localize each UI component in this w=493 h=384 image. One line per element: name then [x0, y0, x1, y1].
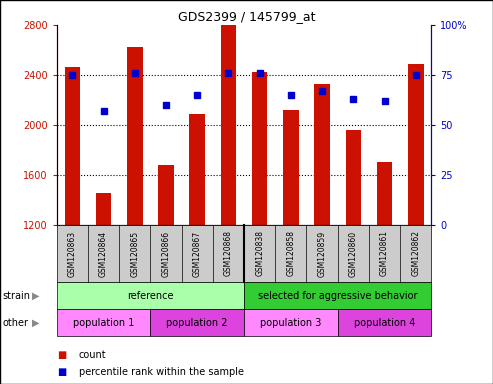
- Bar: [283, 110, 299, 225]
- Text: strain: strain: [2, 291, 31, 301]
- Text: selected for aggressive behavior: selected for aggressive behavior: [258, 291, 418, 301]
- Text: GSM120865: GSM120865: [130, 230, 139, 276]
- Text: GSM120864: GSM120864: [99, 230, 108, 276]
- Text: GSM120838: GSM120838: [255, 230, 264, 276]
- Text: GSM120868: GSM120868: [224, 230, 233, 276]
- Text: reference: reference: [127, 291, 174, 301]
- Text: population 3: population 3: [260, 318, 321, 328]
- Text: population 4: population 4: [354, 318, 415, 328]
- Bar: [377, 162, 392, 225]
- Text: population 2: population 2: [167, 318, 228, 328]
- Bar: [189, 114, 205, 225]
- Text: GSM120861: GSM120861: [380, 230, 389, 276]
- Text: ▶: ▶: [32, 291, 39, 301]
- Text: population 1: population 1: [73, 318, 134, 328]
- Text: GSM120860: GSM120860: [349, 230, 358, 276]
- Text: ▶: ▶: [32, 318, 39, 328]
- Bar: [158, 165, 174, 225]
- Bar: [252, 73, 267, 225]
- Bar: [408, 64, 423, 225]
- Bar: [65, 68, 80, 225]
- Text: GSM120858: GSM120858: [286, 230, 295, 276]
- Text: GSM120867: GSM120867: [193, 230, 202, 276]
- Text: ■: ■: [57, 367, 66, 377]
- Text: GSM120863: GSM120863: [68, 230, 77, 276]
- Text: GSM120859: GSM120859: [317, 230, 326, 276]
- Bar: [315, 84, 330, 225]
- Bar: [221, 25, 236, 225]
- Text: percentile rank within the sample: percentile rank within the sample: [79, 367, 244, 377]
- Text: GSM120866: GSM120866: [162, 230, 171, 276]
- Text: count: count: [79, 350, 106, 360]
- Bar: [346, 130, 361, 225]
- Text: GSM120862: GSM120862: [411, 230, 420, 276]
- Text: other: other: [2, 318, 29, 328]
- Text: GDS2399 / 145799_at: GDS2399 / 145799_at: [178, 10, 315, 23]
- Text: ■: ■: [57, 350, 66, 360]
- Bar: [127, 47, 142, 225]
- Bar: [96, 194, 111, 225]
